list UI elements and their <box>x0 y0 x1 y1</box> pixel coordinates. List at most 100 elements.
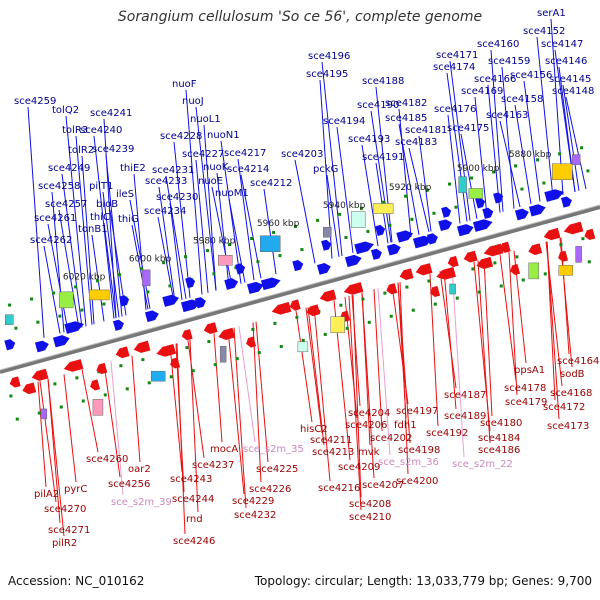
track-dot <box>74 285 78 289</box>
gene-label: sce4148 <box>552 86 594 97</box>
track-dot <box>37 411 41 415</box>
gene-label: sce4195 <box>306 69 348 80</box>
track-dot <box>344 235 348 239</box>
forward-gene-arrow <box>493 192 504 204</box>
track-dot <box>207 340 211 344</box>
track-dot <box>433 302 437 306</box>
leader-line <box>65 115 87 327</box>
leader-line <box>336 126 354 253</box>
gene-label: sce_s2m_22 <box>452 459 513 470</box>
gene-leader-lines <box>27 18 587 537</box>
feature-block <box>58 291 74 309</box>
reverse-gene-arrow <box>386 283 398 295</box>
leader-line <box>213 333 223 443</box>
track-dot <box>345 326 349 330</box>
leader-line <box>443 269 457 410</box>
reverse-gene-arrow <box>170 357 181 369</box>
leader-line <box>429 273 439 427</box>
tick-label: 5900 kbp <box>457 164 500 174</box>
leader-line <box>176 343 186 535</box>
track-dot <box>410 217 414 221</box>
track-dot <box>405 285 409 289</box>
gene-label: sce4189 <box>444 411 486 422</box>
track-dot <box>147 381 151 385</box>
leader-line <box>377 288 391 456</box>
leader-line <box>185 89 203 295</box>
track-dot <box>75 376 79 380</box>
track-dot <box>366 229 370 233</box>
track-dot <box>520 187 524 191</box>
gene-label: sce4173 <box>547 421 589 432</box>
feature-block <box>323 226 332 238</box>
gene-label: sce4185 <box>385 113 427 124</box>
track-dot <box>455 296 459 300</box>
forward-gene-arrow <box>438 219 453 232</box>
feature-block <box>558 265 574 276</box>
track-dot <box>169 375 173 379</box>
gene-label: sce4178 <box>504 383 546 394</box>
leader-line <box>408 147 430 233</box>
gene-label: pilR2 <box>52 538 77 549</box>
genome-summary: Topology: circular; Length: 13,033,779 b… <box>254 574 592 588</box>
feature-block <box>575 246 582 263</box>
track-dot <box>470 176 474 180</box>
track-dot <box>559 243 563 247</box>
track-dot <box>404 194 408 198</box>
gene-label: sce4204 <box>348 408 390 419</box>
leader-line <box>195 106 217 291</box>
gene-label: sce4174 <box>433 62 475 73</box>
gene-label: sce4163 <box>486 110 528 121</box>
gene-label: bioB <box>96 199 118 210</box>
track-dot <box>426 188 430 192</box>
forward-gene-arrow <box>528 204 546 217</box>
gene-label: sodB <box>560 369 585 380</box>
leader-line <box>523 80 541 202</box>
leader-line <box>536 36 554 198</box>
track-dot <box>213 363 217 367</box>
feature-block <box>89 289 110 301</box>
gene-label: sce4160 <box>477 39 519 50</box>
track-dot <box>278 254 282 258</box>
leader-line <box>110 361 124 496</box>
leader-line <box>352 294 362 498</box>
gene-label: ileS <box>116 189 134 200</box>
gene-label: sce4196 <box>308 51 350 62</box>
track-dot <box>323 332 327 336</box>
forward-gene-arrow <box>370 248 382 260</box>
feature-block <box>528 262 539 280</box>
leader-line <box>169 202 183 301</box>
track-dot <box>300 248 304 252</box>
gene-label: sce4241 <box>90 108 132 119</box>
feature-block <box>218 255 233 266</box>
track-dot <box>185 346 189 350</box>
gene-label: sce4225 <box>256 464 298 475</box>
gene-label: tolQ2 <box>52 105 79 116</box>
leader-line <box>237 158 255 281</box>
forward-gene-arrow <box>185 277 196 289</box>
track-dot <box>383 291 387 295</box>
gene-label: sce4188 <box>362 76 404 87</box>
tick-label: 5920 kbp <box>389 183 432 193</box>
reverse-gene-arrow <box>319 289 337 302</box>
forward-gene-arrow <box>112 319 124 331</box>
gene-labels: serA1 sce4152 sce4147 sce4160 sce4146 sce4171… <box>14 8 599 549</box>
gene-label: sce_s2m_39 <box>111 497 172 508</box>
reverse-gene-arrow <box>563 221 584 235</box>
forward-gene-arrow <box>396 230 414 243</box>
track-dot <box>141 358 145 362</box>
leader-line <box>93 135 115 319</box>
gene-label: sce4200 <box>396 476 438 487</box>
gene-label: sce4262 <box>30 235 72 246</box>
leader-line <box>399 281 409 475</box>
gene-label: sce4213 <box>312 447 354 458</box>
gene-label: sce4182 <box>385 98 427 109</box>
track-dot <box>499 284 503 288</box>
gene-label: sce4271 <box>48 525 90 536</box>
track-dot <box>338 212 342 216</box>
leader-line <box>370 110 392 243</box>
gene-label: sce4256 <box>108 479 150 490</box>
gene-label: sce4166 <box>474 74 516 85</box>
reverse-gene-arrow <box>115 346 130 359</box>
gene-label: sce4156 <box>510 70 552 81</box>
gene-label: sce4257 <box>45 199 87 210</box>
